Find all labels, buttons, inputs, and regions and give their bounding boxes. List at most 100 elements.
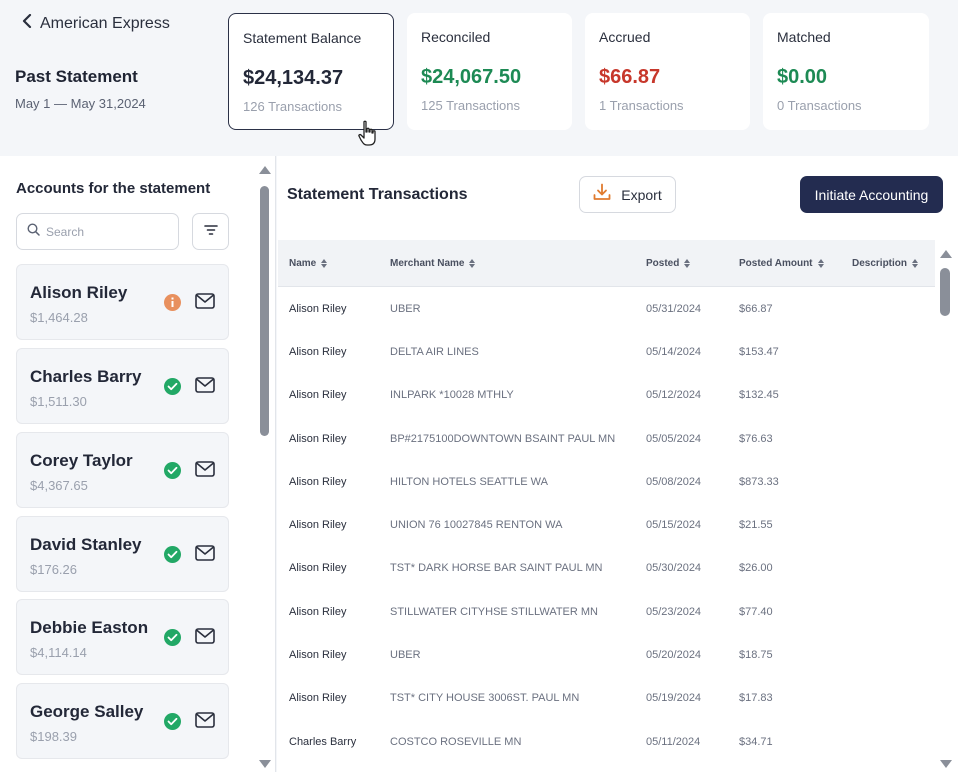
- mail-icon[interactable]: [195, 628, 215, 649]
- search-box[interactable]: [16, 213, 179, 250]
- card-accrued[interactable]: Accrued $66.87 1 Transactions: [585, 13, 750, 130]
- column-header-posted-amount[interactable]: Posted Amount: [739, 258, 852, 269]
- transactions-table: Name Merchant Name Posted Posted Amount …: [278, 240, 935, 763]
- table-row[interactable]: Alison Riley TST* DARK HORSE BAR SAINT PA…: [278, 547, 935, 590]
- cell-amount: $18.75: [739, 649, 773, 662]
- column-header-description[interactable]: Description: [852, 258, 935, 269]
- statement-date-range: May 1 — May 31,2024: [15, 96, 146, 111]
- cell-name: Alison Riley: [289, 389, 347, 402]
- card-reconciled[interactable]: Reconciled $24,067.50 125 Transactions: [407, 13, 572, 130]
- cell-posted: 05/05/2024: [646, 432, 702, 445]
- scrollbar-thumb[interactable]: [260, 186, 269, 436]
- cell-merchant: TST* DARK HORSE BAR SAINT PAUL MN: [390, 562, 603, 575]
- check-circle-icon: [164, 713, 181, 730]
- cell-amount: $132.45: [739, 389, 779, 402]
- cell-merchant: DELTA AIR LINES: [390, 345, 479, 358]
- card-label: Reconciled: [421, 29, 491, 45]
- cell-amount: $76.63: [739, 432, 773, 445]
- mail-icon[interactable]: [195, 545, 215, 566]
- account-card[interactable]: Alison Riley $1,464.28: [16, 264, 229, 340]
- search-input[interactable]: [46, 224, 166, 239]
- cell-amount: $34.71: [739, 735, 773, 748]
- table-body: Alison Riley UBER 05/31/2024 $66.87 Alison R…: [278, 287, 935, 763]
- transactions-scrollbar[interactable]: [938, 248, 952, 770]
- initiate-accounting-button[interactable]: Initiate Accounting: [800, 176, 943, 213]
- account-name: David Stanley: [30, 535, 142, 554]
- scroll-down-arrow-icon[interactable]: [940, 760, 952, 768]
- account-name: George Salley: [30, 702, 144, 721]
- search-icon: [27, 222, 40, 241]
- cell-amount: $17.83: [739, 692, 773, 705]
- cell-amount: $26.00: [739, 562, 773, 575]
- table-row[interactable]: Alison Riley HILTON HOTELS SEATTLE WA 05/0…: [278, 460, 935, 503]
- card-subtext: 125 Transactions: [421, 98, 521, 113]
- cell-posted: 05/14/2024: [646, 345, 702, 358]
- table-row[interactable]: Alison Riley STILLWATER CITYHSE STILLWATE…: [278, 590, 935, 633]
- mail-icon[interactable]: [195, 293, 215, 314]
- accounts-panel-title: Accounts for the statement: [16, 180, 211, 197]
- cell-name: Alison Riley: [289, 562, 347, 575]
- cell-posted: 05/19/2024: [646, 692, 702, 705]
- table-row[interactable]: Charles Barry COSTCO ROSEVILLE MN 05/11/20…: [278, 720, 935, 763]
- cell-amount: $873.33: [739, 475, 779, 488]
- card-value: $24,067.50: [421, 66, 522, 88]
- table-row[interactable]: Alison Riley UBER 05/31/2024 $66.87: [278, 287, 935, 330]
- table-row[interactable]: Alison Riley UNION 76 10027845 RENTON WA 0…: [278, 503, 935, 546]
- card-matched[interactable]: Matched $0.00 0 Transactions: [763, 13, 929, 130]
- accounts-panel: Accounts for the statement Alison Riley $…: [0, 156, 276, 772]
- card-label: Statement Balance: [243, 30, 362, 46]
- table-row[interactable]: Alison Riley DELTA AIR LINES 05/14/2024 $15…: [278, 330, 935, 373]
- card-statement-balance[interactable]: Statement Balance $24,134.37 126 Transac…: [228, 13, 394, 130]
- table-row[interactable]: Alison Riley INLPARK *10028 MTHLY 05/12/20…: [278, 374, 935, 417]
- card-label: Accrued: [599, 29, 651, 45]
- back-link[interactable]: American Express: [22, 13, 170, 33]
- cell-merchant: HILTON HOTELS SEATTLE WA: [390, 475, 548, 488]
- scroll-down-arrow-icon[interactable]: [259, 760, 271, 768]
- sort-icon: [912, 258, 919, 268]
- sort-icon: [321, 258, 328, 268]
- table-header: Name Merchant Name Posted Posted Amount …: [278, 240, 935, 287]
- hand-cursor-icon: [358, 120, 380, 148]
- cell-name: Alison Riley: [289, 475, 347, 488]
- mail-icon[interactable]: [195, 461, 215, 482]
- account-card[interactable]: George Salley $198.39: [16, 683, 229, 759]
- account-card[interactable]: Charles Barry $1,511.30: [16, 348, 229, 424]
- cell-posted: 05/08/2024: [646, 475, 702, 488]
- table-row[interactable]: Alison Riley BP#2175100DOWNTOWN BSAINT PA…: [278, 417, 935, 460]
- download-icon: [593, 183, 611, 206]
- check-circle-icon: [164, 546, 181, 563]
- account-amount: $4,114.14: [30, 645, 87, 660]
- filter-button[interactable]: [192, 213, 229, 250]
- mail-icon[interactable]: [195, 377, 215, 398]
- cell-merchant: INLPARK *10028 MTHLY: [390, 389, 514, 402]
- scroll-up-arrow-icon[interactable]: [259, 166, 271, 174]
- account-card[interactable]: Corey Taylor $4,367.65: [16, 432, 229, 508]
- check-circle-icon: [164, 378, 181, 395]
- column-header-name[interactable]: Name: [278, 258, 390, 269]
- mail-icon[interactable]: [195, 712, 215, 733]
- accounts-scrollbar[interactable]: [257, 164, 271, 770]
- account-card[interactable]: Debbie Easton $4,114.14: [16, 599, 229, 675]
- transactions-panel: Statement Transactions Export Initiate A…: [277, 156, 958, 772]
- column-header-posted[interactable]: Posted: [646, 258, 739, 269]
- card-value: $66.87: [599, 66, 661, 88]
- column-header-merchant[interactable]: Merchant Name: [390, 258, 646, 269]
- export-button[interactable]: Export: [579, 176, 676, 213]
- card-value: $24,134.37: [243, 67, 344, 89]
- card-subtext: 126 Transactions: [243, 99, 343, 114]
- cell-merchant: TST* CITY HOUSE 3006ST. PAUL MN: [390, 692, 580, 705]
- cell-name: Charles Barry: [289, 735, 357, 748]
- cell-name: Alison Riley: [289, 605, 347, 618]
- cell-name: Alison Riley: [289, 519, 347, 532]
- cell-merchant: COSTCO ROSEVILLE MN: [390, 735, 522, 748]
- account-amount: $176.26: [30, 562, 77, 577]
- cell-name: Alison Riley: [289, 345, 347, 358]
- back-link-label: American Express: [40, 14, 170, 32]
- table-row[interactable]: Alison Riley TST* CITY HOUSE 3006ST. PAUL…: [278, 677, 935, 720]
- scroll-up-arrow-icon[interactable]: [940, 250, 952, 258]
- account-name: Debbie Easton: [30, 618, 149, 637]
- table-row[interactable]: Alison Riley UBER 05/20/2024 $18.75: [278, 633, 935, 676]
- account-name: Corey Taylor: [30, 451, 133, 470]
- scrollbar-thumb[interactable]: [940, 268, 950, 316]
- account-card[interactable]: David Stanley $176.26: [16, 516, 229, 592]
